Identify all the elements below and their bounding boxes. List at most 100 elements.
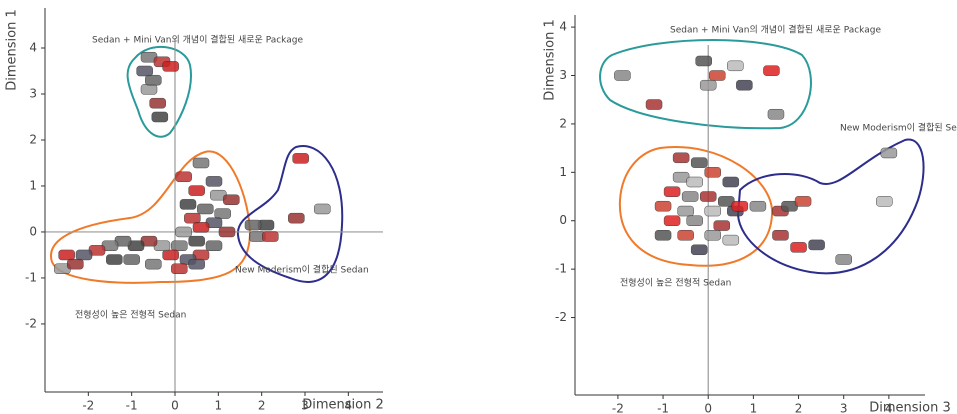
car-point [145, 259, 161, 269]
y-axis-label: Dimension 1 [5, 9, 20, 91]
car-point [180, 199, 196, 209]
y-tick-label: -2 [555, 310, 567, 324]
x-tick-label: 0 [704, 402, 712, 414]
car-point [750, 201, 766, 211]
car-point [655, 230, 671, 240]
car-point [106, 255, 122, 265]
car-point [76, 250, 92, 260]
x-tick-label: -1 [657, 402, 669, 414]
car-point [67, 259, 83, 269]
y-tick-label: 4 [559, 20, 567, 34]
car-point [700, 80, 716, 90]
car-point [314, 204, 330, 214]
car-point [206, 176, 222, 186]
annotation: New Moderism이 결합된 Sedan [235, 264, 369, 276]
y-tick-label: 1 [29, 178, 37, 192]
y-tick-label: 0 [559, 213, 567, 227]
car-point [705, 167, 721, 177]
car-point [614, 71, 630, 81]
annotation: Sedan + Mini Van의 개념이 결합된 새로운 Package [670, 24, 881, 36]
car-point [655, 201, 671, 211]
car-point [137, 66, 153, 76]
car-point [763, 66, 779, 76]
car-point [245, 220, 261, 230]
car-point [682, 192, 698, 202]
car-point [59, 250, 75, 260]
x-axis-label: Dimension 2 [302, 398, 384, 413]
car-point [691, 245, 707, 255]
y-tick-label: 1 [559, 165, 567, 179]
car-point [678, 230, 694, 240]
car-point [288, 213, 304, 223]
car-point [176, 227, 192, 237]
car-point [219, 227, 235, 237]
car-point [876, 196, 892, 206]
x-tick-label: 2 [258, 399, 266, 413]
car-point [193, 158, 209, 168]
y-axis-label: Dimension 1 [543, 19, 558, 101]
car-point [673, 153, 689, 163]
car-point [736, 80, 752, 90]
car-point [189, 236, 205, 246]
car-point [163, 250, 179, 260]
car-point [145, 75, 161, 85]
car-point [809, 240, 825, 250]
car-point [881, 148, 897, 158]
car-point [709, 71, 725, 81]
car-point [772, 230, 788, 240]
car-point [664, 187, 680, 197]
x-tick-label: 2 [795, 402, 803, 414]
car-point [678, 206, 694, 216]
y-tick-label: 2 [29, 132, 37, 146]
figure: -2 -1 0 1 2 3 4 -2 -1 0 1 2 3 4 Dimension 2 Dimension 1… [0, 0, 957, 414]
car-point [150, 98, 166, 108]
car-point [223, 195, 239, 205]
annotation: 전형성이 높은 전형적 Sedan [75, 309, 186, 321]
y-tick-label: 0 [29, 224, 37, 238]
car-point [215, 209, 231, 219]
car-point [664, 216, 680, 226]
x-tick-label: -2 [82, 399, 94, 413]
y-tick-label: 3 [559, 68, 567, 82]
x-tick-label: -1 [126, 399, 138, 413]
car-point [189, 186, 205, 196]
car-point [795, 196, 811, 206]
car-point [197, 204, 213, 214]
x-tick-label: 3 [840, 402, 848, 414]
car-point [714, 221, 730, 231]
car-point [124, 255, 140, 265]
car-point [176, 172, 192, 182]
car-point [687, 216, 703, 226]
car-point [768, 109, 784, 119]
car-point [171, 264, 187, 274]
y-tick-label: -1 [25, 270, 37, 284]
car-point [189, 259, 205, 269]
y-tick-label: 4 [29, 41, 37, 55]
page: {"chart_data": [ {"type": "scatter", "xl… [0, 0, 957, 414]
x-tick-label: 1 [215, 399, 223, 413]
car-point [206, 241, 222, 251]
car-point [705, 206, 721, 216]
car-point [700, 192, 716, 202]
car-point [184, 213, 200, 223]
car-point [152, 112, 168, 122]
car-point [193, 222, 209, 232]
annotation: New Moderism이 결합된 Sed [840, 122, 957, 134]
y-tick-label: 3 [29, 86, 37, 100]
car-point [171, 241, 187, 251]
car-point [646, 100, 662, 110]
car-point [163, 61, 179, 71]
y-tick-label: -1 [555, 262, 567, 276]
car-point [732, 201, 748, 211]
car-point [691, 158, 707, 168]
car-point [723, 177, 739, 187]
car-point [696, 56, 712, 66]
car-point [141, 84, 157, 94]
car-point [791, 242, 807, 252]
y-tick-label: 2 [559, 116, 567, 130]
annotation: 전형성이 높은 전형적 Sedan [620, 277, 731, 289]
car-point [687, 177, 703, 187]
x-tick-label: 0 [171, 399, 179, 413]
car-point [293, 153, 309, 163]
x-axis-label: Dimension 3 [869, 401, 951, 414]
